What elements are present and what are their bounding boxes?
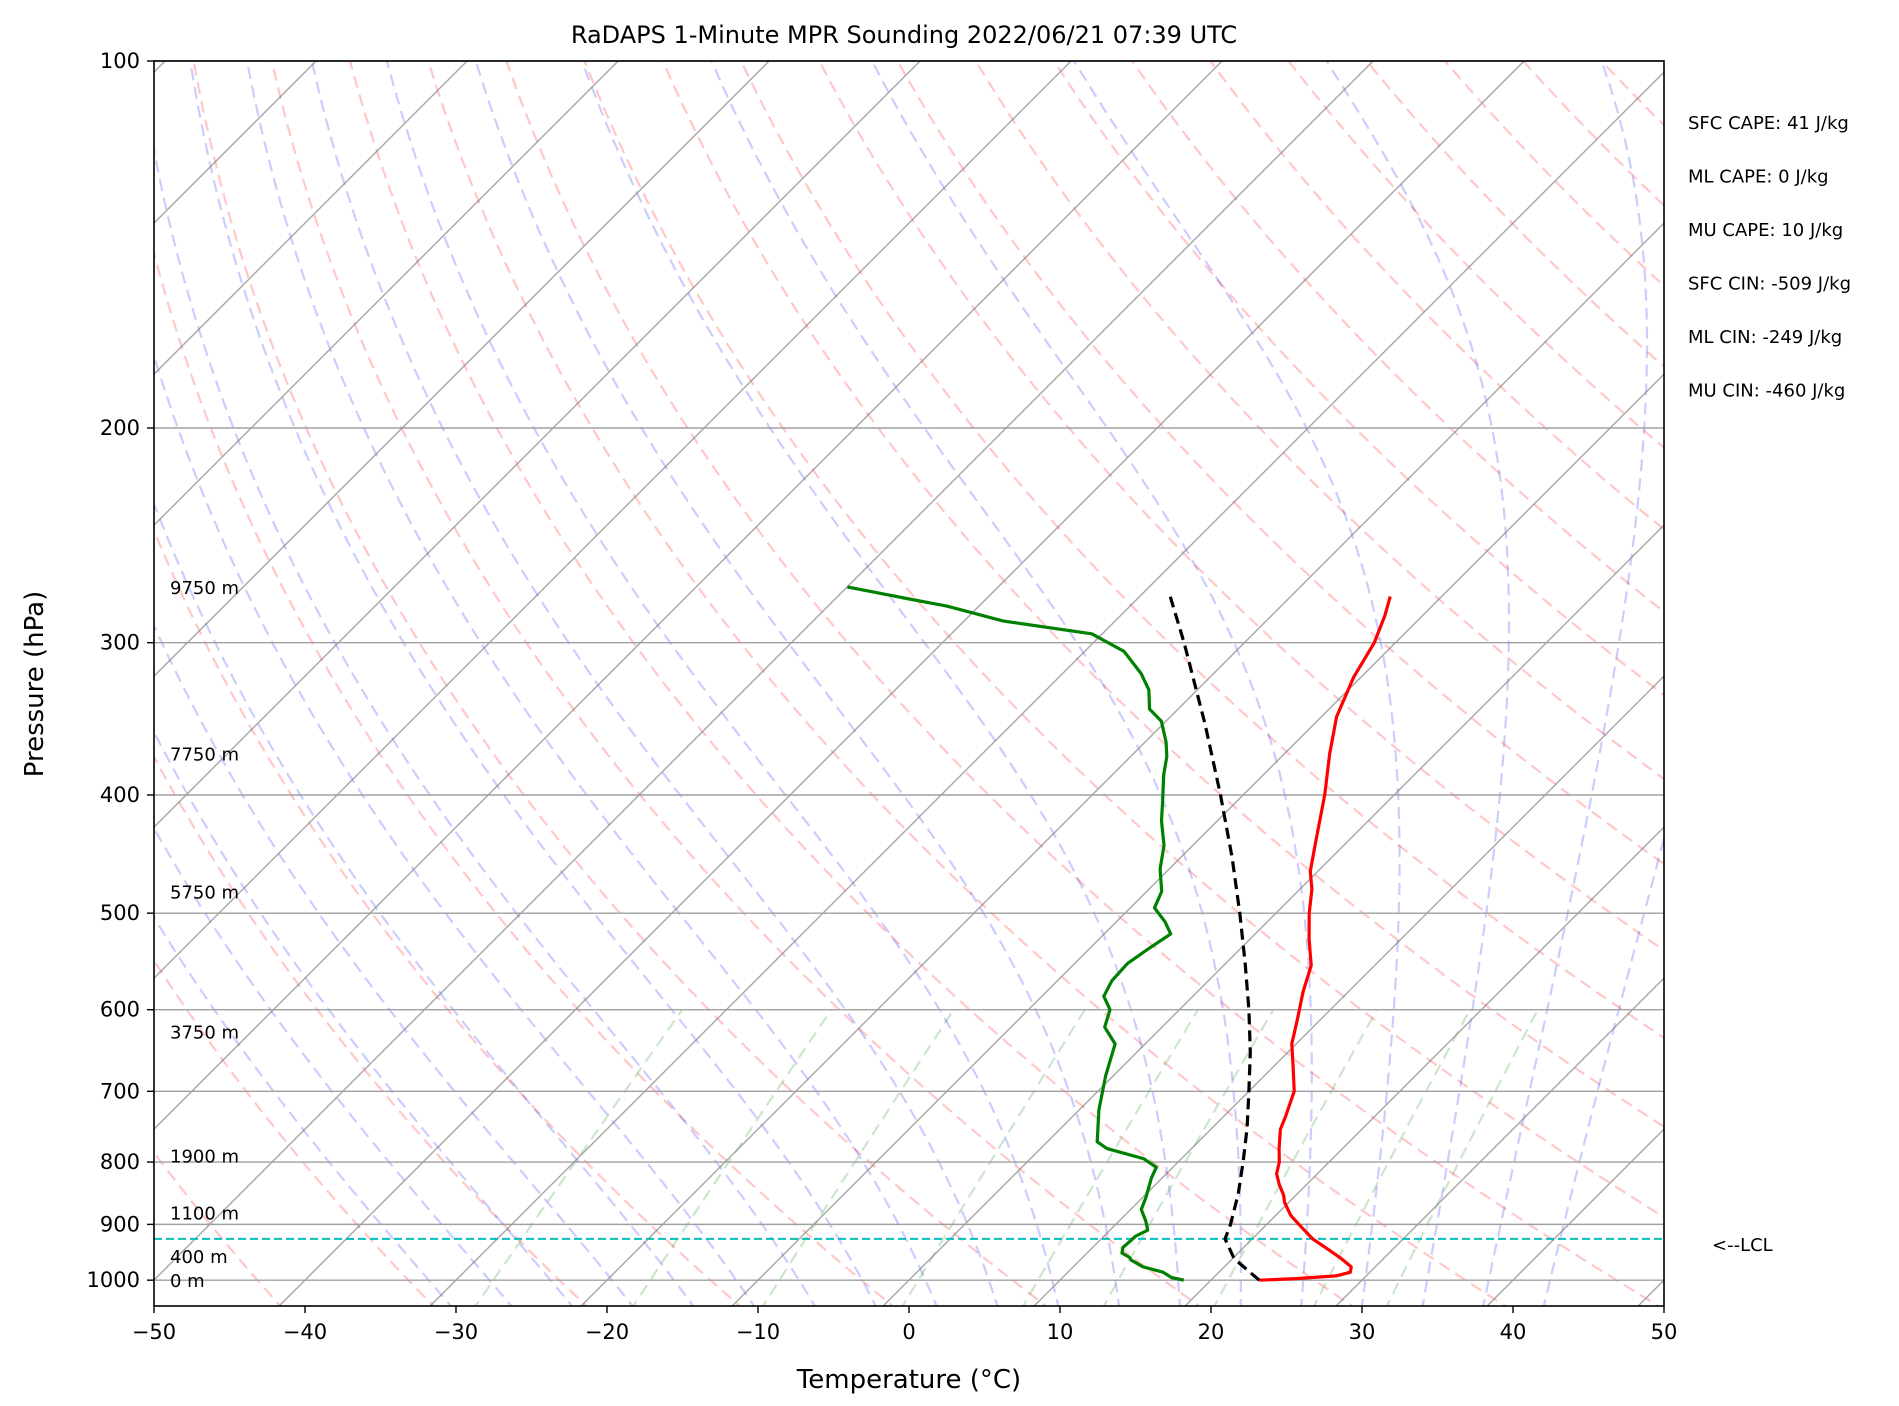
isotherm — [731, 373, 1664, 1306]
moist-adiabat — [310, 61, 999, 1306]
x-tick-label: −50 — [132, 1320, 176, 1344]
dry-adiabat — [896, 61, 1664, 866]
height-labels: 9750 m 7750 m 5750 m 3750 m 1900 m 1100 m 400 … — [170, 578, 239, 1292]
isotherm — [882, 524, 1664, 1306]
height-label: 3750 m — [170, 1022, 239, 1043]
dry-adiabat — [818, 61, 1664, 952]
lcl-label: <--LCL — [1712, 1235, 1773, 1256]
height-label: 1900 m — [170, 1146, 239, 1167]
y-axis-ticks: 100 200 300 400 500 600 700 800 900 1000 — [87, 49, 154, 1292]
x-tick-label: −30 — [434, 1320, 478, 1344]
dewpoint-line — [846, 585, 1185, 1282]
isotherm — [154, 61, 1224, 1131]
y-tick-label: 500 — [100, 901, 140, 925]
isotherm — [580, 222, 1664, 1306]
stability-annotations: SFC CAPE: 41 J/kg ML CAPE: 0 J/kg MU CAPE:… — [1688, 113, 1851, 402]
height-label: 400 m — [170, 1247, 228, 1268]
isotherm — [429, 71, 1664, 1306]
chart-title: RaDAPS 1-Minute MPR Sounding 2022/06/21 … — [571, 21, 1237, 49]
moist-adiabat — [154, 826, 513, 1306]
x-tick-label: 50 — [1651, 1320, 1678, 1344]
x-tick-label: −40 — [283, 1320, 327, 1344]
stability-annotation: ML CAPE: 0 J/kg — [1688, 167, 1829, 188]
height-label: 9750 m — [170, 578, 239, 599]
height-label: 1100 m — [170, 1203, 239, 1224]
isotherm — [154, 61, 620, 527]
x-axis-label: Temperature (°C) — [796, 1365, 1021, 1395]
isotherm — [278, 61, 1526, 1306]
x-tick-label: 20 — [1198, 1320, 1225, 1344]
isotherm — [154, 61, 1073, 980]
height-label: 5750 m — [170, 883, 239, 904]
y-tick-label: 400 — [100, 783, 140, 807]
dry-adiabat — [154, 527, 742, 1306]
y-tick-label: 300 — [100, 631, 140, 655]
y-tick-label: 200 — [100, 416, 140, 440]
x-tick-label: 30 — [1349, 1320, 1376, 1344]
y-tick-label: 900 — [100, 1212, 140, 1236]
stability-annotation: MU CAPE: 10 J/kg — [1688, 220, 1843, 241]
x-tick-label: 0 — [902, 1320, 915, 1344]
moist-adiabat — [1482, 61, 1649, 1306]
dry-adiabat — [348, 61, 1355, 1306]
y-tick-label: 800 — [100, 1150, 140, 1174]
height-label: 7750 m — [170, 745, 239, 766]
sounding-traces — [846, 585, 1392, 1282]
mixing-ratio-line — [1102, 1009, 1275, 1306]
y-tick-label: 100 — [100, 49, 140, 73]
mixing-ratio-line — [631, 1009, 833, 1306]
x-tick-label: 40 — [1500, 1320, 1527, 1344]
mixing-ratio-line — [1385, 1009, 1539, 1306]
parcel-line — [1167, 592, 1261, 1282]
isotherm — [154, 61, 469, 376]
mixing-ratio-line — [474, 1009, 684, 1306]
isotherm — [154, 61, 1375, 1282]
temperature-line — [1259, 596, 1392, 1282]
stability-annotation: SFC CAPE: 41 J/kg — [1688, 113, 1849, 134]
dry-adiabat — [1130, 61, 1664, 614]
mixing-ratio-line — [1213, 1009, 1378, 1306]
y-tick-label: 1000 — [87, 1268, 140, 1292]
mixing-ratio-line — [1312, 1009, 1471, 1306]
stability-annotation: MU CIN: -460 J/kg — [1688, 381, 1845, 402]
isotherm — [1335, 977, 1664, 1306]
stability-annotation: ML CIN: -249 J/kg — [1688, 327, 1842, 348]
dry-adiabat — [270, 61, 1201, 1306]
stability-annotation: SFC CIN: -509 J/kg — [1688, 274, 1851, 295]
mixing-ratio-line — [1021, 1009, 1199, 1306]
isotherm — [154, 61, 771, 678]
dry-adiabat — [974, 61, 1664, 781]
y-axis-label: Pressure (hPa) — [20, 591, 50, 778]
mixing-ratio-line — [761, 1009, 955, 1306]
isotherm — [1033, 675, 1664, 1306]
moist-adiabat — [1542, 833, 1664, 1306]
x-tick-label: −10 — [736, 1320, 780, 1344]
x-axis-ticks: −50 −40 −30 −20 −10 0 10 20 30 40 50 — [132, 1306, 1678, 1344]
isotherm — [154, 61, 922, 829]
y-tick-label: 700 — [100, 1079, 140, 1103]
isotherm — [1184, 826, 1664, 1306]
height-label: 0 m — [170, 1271, 205, 1292]
mixing-ratio-line — [901, 1009, 1086, 1306]
moist-adiabat — [385, 61, 1060, 1306]
pressure-grid — [154, 60, 1664, 1281]
x-tick-label: 10 — [1047, 1320, 1074, 1344]
x-tick-label: −20 — [585, 1320, 629, 1344]
moist-adiabat — [154, 501, 695, 1306]
y-tick-label: 600 — [100, 998, 140, 1022]
